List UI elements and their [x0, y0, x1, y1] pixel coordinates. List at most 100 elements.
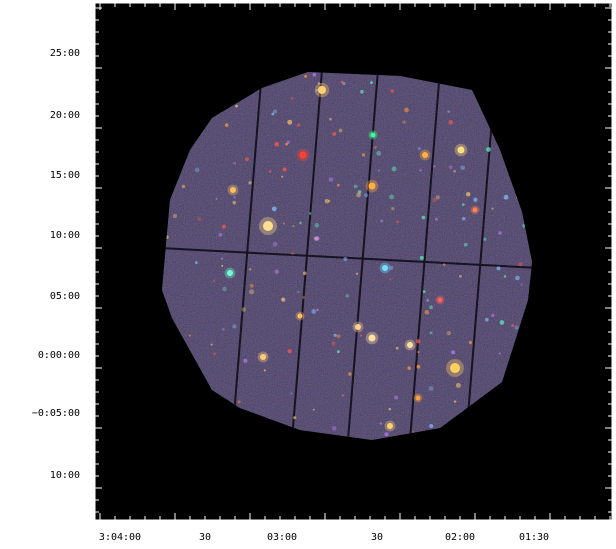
faint-source [412, 430, 415, 433]
faint-source [304, 74, 308, 78]
faint-source [303, 271, 307, 276]
faint-source [428, 386, 434, 391]
faint-source [447, 110, 450, 113]
x-axis-label: 30 [199, 532, 211, 543]
faint-source [221, 257, 224, 260]
faint-source [232, 324, 237, 329]
frame-ticks [95, 3, 612, 520]
faint-source [245, 157, 249, 162]
faint-source [416, 339, 421, 344]
faint-source [404, 107, 409, 113]
faint-source [237, 400, 241, 404]
faint-source [233, 196, 236, 199]
faint-source [274, 141, 280, 147]
y-axis-label: 20:00 [50, 110, 80, 121]
faint-source [297, 290, 300, 294]
faint-source [293, 416, 297, 420]
bright-source [457, 146, 465, 154]
faint-source [317, 82, 320, 85]
bright-source [450, 363, 460, 373]
bright-source [297, 313, 303, 319]
faint-source [282, 222, 286, 225]
faint-source [355, 272, 359, 275]
faint-source [384, 432, 389, 437]
faint-source [274, 269, 279, 274]
faint-source [498, 352, 501, 355]
faint-source [369, 81, 373, 85]
faint-source [434, 217, 439, 221]
faint-source [491, 313, 495, 317]
faint-source [396, 220, 399, 224]
faint-source [465, 191, 471, 197]
faint-source [281, 175, 284, 178]
faint-source [391, 206, 395, 211]
faint-source [511, 324, 515, 328]
faint-source [394, 395, 399, 400]
faint-source [460, 165, 466, 171]
y-axis-label: 25:00 [50, 48, 80, 59]
y-axis-label: −0:05:00 [32, 408, 80, 419]
faint-source [448, 165, 453, 170]
y-axis-label: 0:00:00 [38, 350, 80, 361]
faint-source [222, 286, 227, 292]
faint-source [315, 89, 318, 92]
faint-source [389, 194, 394, 200]
faint-source [221, 264, 224, 267]
faint-source [429, 305, 433, 310]
faint-source [336, 183, 340, 187]
bright-source [407, 342, 413, 348]
faint-source [443, 263, 446, 266]
faint-source [363, 193, 369, 198]
faint-source [518, 262, 523, 267]
faint-source [316, 308, 319, 312]
faint-source [429, 331, 433, 335]
faint-source [248, 181, 252, 185]
bright-source [230, 187, 236, 193]
faint-source [459, 274, 462, 278]
faint-source [312, 408, 315, 411]
faint-source [429, 424, 434, 429]
faint-source [290, 97, 294, 101]
faint-source [282, 167, 287, 172]
bright-source [318, 86, 326, 94]
faint-source [376, 150, 382, 156]
faint-source [235, 104, 238, 108]
faint-source [291, 252, 294, 255]
faint-source [194, 167, 200, 173]
faint-source [273, 109, 278, 114]
faint-source [359, 334, 362, 337]
faint-source [286, 140, 291, 145]
faint-source [243, 358, 248, 363]
y-axis-label: 10:00 [50, 470, 80, 481]
faint-source [483, 237, 487, 241]
faint-source [407, 366, 411, 370]
x-axis-label: 30 [371, 532, 383, 543]
faint-source [391, 166, 397, 172]
faint-source [416, 364, 421, 369]
faint-source [218, 232, 223, 237]
bright-source [368, 334, 376, 342]
faint-source [215, 197, 218, 200]
faint-source [361, 153, 366, 157]
faint-source [461, 216, 466, 221]
faint-source [348, 372, 352, 376]
faint-source [332, 132, 337, 136]
x-axis-label: 02:00 [445, 532, 475, 543]
y-axis-label: 15:00 [50, 170, 80, 181]
faint-source [302, 295, 306, 299]
faint-source [499, 320, 505, 325]
faint-source [308, 212, 312, 215]
faint-source [296, 123, 301, 127]
faint-source [299, 221, 302, 225]
faint-source [360, 89, 364, 94]
faint-source [272, 241, 278, 247]
faint-source [498, 231, 502, 235]
faint-source [249, 289, 255, 295]
faint-source [285, 142, 288, 146]
faint-source [221, 224, 226, 229]
faint-source [343, 256, 348, 262]
faint-source [463, 242, 468, 247]
faint-source [514, 325, 519, 330]
faint-source [311, 309, 317, 314]
